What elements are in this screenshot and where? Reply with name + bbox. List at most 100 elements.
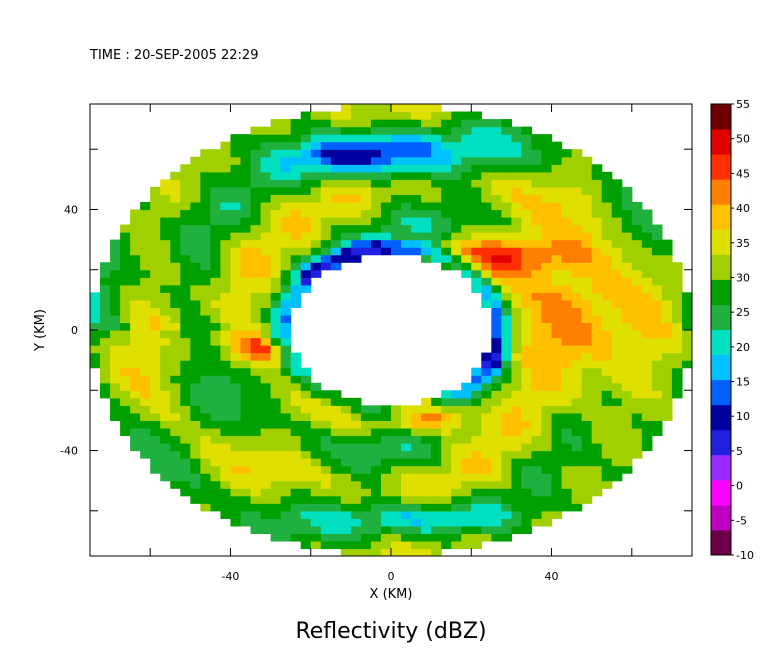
reflectivity-cell: [290, 292, 302, 301]
reflectivity-cell: [200, 503, 211, 512]
reflectivity-cell: [130, 232, 141, 241]
reflectivity-cell: [511, 262, 523, 271]
reflectivity-cell: [601, 405, 613, 414]
reflectivity-cell: [521, 435, 533, 444]
reflectivity-cell: [441, 503, 452, 512]
reflectivity-cell: [210, 337, 222, 346]
reflectivity-cell: [310, 397, 322, 406]
reflectivity-cell: [451, 254, 462, 263]
reflectivity-cell: [601, 458, 613, 467]
reflectivity-cell: [521, 480, 533, 489]
reflectivity-cell: [561, 254, 573, 263]
reflectivity-cell: [260, 337, 272, 346]
reflectivity-cell: [200, 405, 211, 414]
reflectivity-cell: [280, 473, 292, 482]
reflectivity-cell: [541, 435, 553, 444]
reflectivity-cell: [90, 307, 101, 316]
reflectivity-cell: [240, 247, 252, 256]
reflectivity-cell: [120, 360, 131, 369]
reflectivity-cell: [380, 149, 392, 158]
reflectivity-cell: [511, 465, 523, 474]
reflectivity-cell: [210, 390, 222, 399]
reflectivity-cell: [611, 194, 623, 203]
reflectivity-cell: [100, 292, 111, 301]
reflectivity-cell: [511, 247, 523, 256]
reflectivity-cell: [531, 390, 543, 399]
reflectivity-cell: [170, 201, 181, 211]
reflectivity-cell: [160, 269, 171, 278]
reflectivity-cell: [300, 247, 312, 256]
reflectivity-cell: [561, 330, 573, 339]
reflectivity-cell: [190, 254, 201, 263]
reflectivity-cell: [280, 119, 292, 128]
reflectivity-cell: [310, 465, 322, 474]
reflectivity-cell: [310, 488, 322, 497]
reflectivity-cell: [561, 269, 573, 278]
reflectivity-cell: [330, 518, 342, 527]
reflectivity-cell: [170, 458, 181, 467]
reflectivity-cell: [521, 465, 533, 474]
reflectivity-cell: [611, 435, 623, 444]
reflectivity-cell: [461, 224, 472, 233]
reflectivity-cell: [100, 322, 111, 331]
reflectivity-cell: [260, 465, 272, 474]
reflectivity-cell: [481, 292, 492, 301]
reflectivity-cell: [551, 465, 563, 474]
reflectivity-cell: [571, 179, 583, 188]
reflectivity-cell: [571, 352, 583, 361]
reflectivity-cell: [451, 239, 462, 248]
reflectivity-cell: [200, 427, 211, 437]
reflectivity-cell: [300, 119, 312, 128]
reflectivity-cell: [200, 420, 211, 429]
reflectivity-cell: [140, 330, 151, 339]
reflectivity-cell: [230, 465, 242, 474]
reflectivity-cell: [441, 458, 452, 467]
reflectivity-cell: [130, 405, 141, 414]
reflectivity-cell: [350, 119, 362, 128]
reflectivity-cell: [531, 269, 543, 278]
reflectivity-cell: [621, 186, 633, 195]
reflectivity-cell: [100, 382, 111, 391]
reflectivity-cell: [320, 412, 332, 421]
reflectivity-cell: [661, 412, 673, 421]
reflectivity-cell: [250, 224, 262, 233]
reflectivity-cell: [391, 232, 402, 241]
reflectivity-cell: [441, 443, 452, 452]
reflectivity-cell: [561, 149, 573, 158]
reflectivity-cell: [551, 412, 563, 421]
reflectivity-cell: [250, 337, 262, 346]
reflectivity-cell: [481, 254, 492, 263]
reflectivity-cell: [401, 201, 412, 211]
reflectivity-cell: [401, 179, 412, 188]
reflectivity-cell: [280, 171, 292, 180]
reflectivity-cell: [591, 186, 603, 195]
reflectivity-cell: [461, 412, 472, 421]
reflectivity-cell: [611, 367, 623, 376]
reflectivity-cell: [591, 488, 603, 497]
reflectivity-cell: [491, 443, 502, 452]
reflectivity-cell: [391, 164, 402, 173]
reflectivity-cell: [611, 247, 623, 256]
reflectivity-cell: [631, 443, 643, 452]
reflectivity-cell: [461, 420, 472, 429]
reflectivity-cell: [220, 171, 232, 180]
reflectivity-cell: [611, 269, 623, 278]
reflectivity-cell: [481, 164, 492, 173]
reflectivity-cell: [240, 450, 252, 459]
reflectivity-cell: [210, 405, 222, 414]
reflectivity-cell: [581, 299, 593, 308]
reflectivity-cell: [300, 397, 312, 406]
reflectivity-cell: [591, 397, 603, 406]
reflectivity-cell: [411, 126, 422, 135]
reflectivity-cell: [150, 254, 161, 263]
reflectivity-cell: [611, 375, 623, 384]
reflectivity-cell: [541, 134, 553, 143]
reflectivity-cell: [581, 420, 593, 429]
reflectivity-cell: [591, 299, 603, 308]
reflectivity-cell: [300, 405, 312, 414]
reflectivity-cell: [230, 345, 242, 354]
reflectivity-cell: [561, 292, 573, 301]
reflectivity-cell: [140, 397, 151, 406]
reflectivity-cell: [441, 186, 452, 195]
reflectivity-cell: [661, 390, 673, 399]
